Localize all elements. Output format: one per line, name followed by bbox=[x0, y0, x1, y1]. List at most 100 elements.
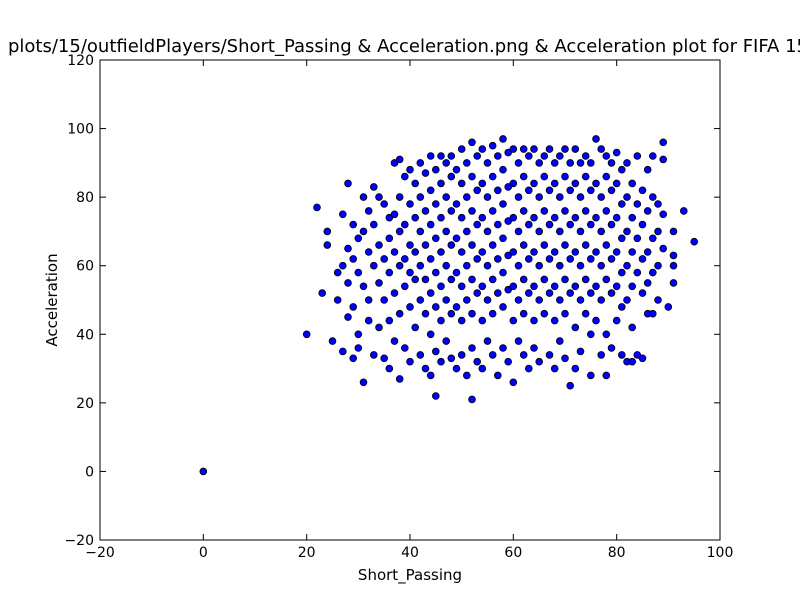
data-point bbox=[612, 316, 621, 325]
data-point bbox=[581, 207, 590, 215]
data-point bbox=[483, 337, 492, 345]
data-point bbox=[406, 241, 414, 249]
data-point bbox=[623, 296, 631, 304]
data-point bbox=[602, 241, 611, 249]
data-point bbox=[638, 220, 647, 229]
y-axis-title: Acceleration bbox=[43, 253, 61, 346]
data-point bbox=[509, 145, 518, 153]
x-axis-title: Short_Passing bbox=[358, 566, 462, 585]
data-point bbox=[602, 172, 611, 181]
data-point bbox=[380, 296, 389, 304]
data-point bbox=[349, 354, 358, 363]
data-point bbox=[612, 213, 621, 222]
data-point bbox=[369, 351, 378, 359]
data-point bbox=[499, 234, 507, 243]
y-tick-label: −20 bbox=[64, 533, 94, 549]
data-point bbox=[406, 165, 414, 174]
data-point bbox=[400, 255, 409, 263]
data-point bbox=[509, 378, 518, 387]
data-point bbox=[452, 165, 461, 174]
data-point bbox=[338, 210, 347, 219]
data-point bbox=[535, 296, 543, 304]
data-point bbox=[426, 289, 435, 297]
data-point bbox=[431, 234, 440, 243]
data-point bbox=[468, 275, 476, 284]
data-point bbox=[437, 213, 445, 222]
data-point bbox=[447, 207, 456, 215]
data-point bbox=[421, 241, 430, 249]
data-point bbox=[571, 145, 580, 153]
data-point bbox=[385, 316, 394, 325]
x-tick-label: −20 bbox=[85, 545, 115, 561]
data-point bbox=[426, 330, 435, 339]
data-point bbox=[431, 200, 440, 208]
data-point bbox=[437, 282, 445, 291]
data-point bbox=[535, 227, 543, 236]
data-point bbox=[483, 193, 492, 201]
data-point bbox=[488, 207, 497, 215]
data-point bbox=[421, 275, 430, 284]
data-point bbox=[457, 213, 466, 222]
data-point bbox=[530, 145, 538, 153]
data-point bbox=[426, 186, 435, 195]
data-point bbox=[416, 193, 425, 201]
data-point bbox=[411, 248, 420, 256]
data-point bbox=[406, 200, 414, 208]
data-point bbox=[493, 371, 502, 380]
data-point bbox=[519, 351, 528, 359]
data-point bbox=[643, 207, 652, 215]
data-point bbox=[457, 248, 466, 256]
data-point bbox=[540, 275, 549, 284]
data-point bbox=[581, 152, 590, 160]
data-point bbox=[576, 347, 585, 356]
data-point bbox=[199, 467, 208, 476]
data-point bbox=[628, 282, 636, 291]
data-point bbox=[524, 186, 533, 195]
data-point bbox=[349, 255, 358, 263]
data-point bbox=[576, 193, 585, 201]
data-point bbox=[447, 354, 456, 363]
data-point bbox=[488, 351, 497, 359]
data-point bbox=[643, 279, 652, 287]
data-point bbox=[602, 371, 611, 380]
data-point bbox=[690, 237, 698, 246]
data-point bbox=[468, 207, 476, 215]
data-point bbox=[638, 289, 647, 297]
data-point bbox=[540, 172, 549, 181]
y-tick-label: 60 bbox=[76, 259, 94, 275]
data-point bbox=[679, 207, 688, 215]
data-point bbox=[617, 268, 626, 277]
data-point bbox=[380, 255, 389, 263]
data-point bbox=[385, 213, 394, 222]
data-point bbox=[628, 248, 636, 256]
data-point bbox=[504, 251, 513, 260]
data-point bbox=[488, 172, 497, 181]
data-point bbox=[369, 183, 378, 191]
data-point bbox=[530, 344, 538, 352]
data-point bbox=[483, 261, 492, 270]
data-point bbox=[607, 186, 616, 195]
data-point bbox=[519, 241, 528, 249]
data-point bbox=[592, 282, 600, 291]
data-point bbox=[354, 330, 363, 339]
data-point bbox=[550, 213, 559, 222]
data-point bbox=[457, 179, 466, 188]
data-point bbox=[514, 193, 523, 201]
data-point bbox=[493, 152, 502, 160]
data-point bbox=[571, 364, 580, 373]
data-point bbox=[468, 138, 476, 147]
data-point bbox=[597, 193, 605, 201]
data-point bbox=[607, 255, 616, 263]
data-point bbox=[545, 255, 554, 263]
data-point bbox=[488, 275, 497, 284]
data-point bbox=[602, 275, 611, 284]
data-point bbox=[566, 159, 574, 167]
data-point bbox=[612, 282, 621, 291]
data-point bbox=[519, 207, 528, 215]
data-point bbox=[411, 213, 420, 222]
data-point bbox=[462, 261, 471, 270]
data-point bbox=[468, 172, 476, 181]
data-point bbox=[530, 248, 538, 256]
data-point bbox=[359, 227, 368, 236]
x-tick-label: 40 bbox=[401, 545, 419, 561]
